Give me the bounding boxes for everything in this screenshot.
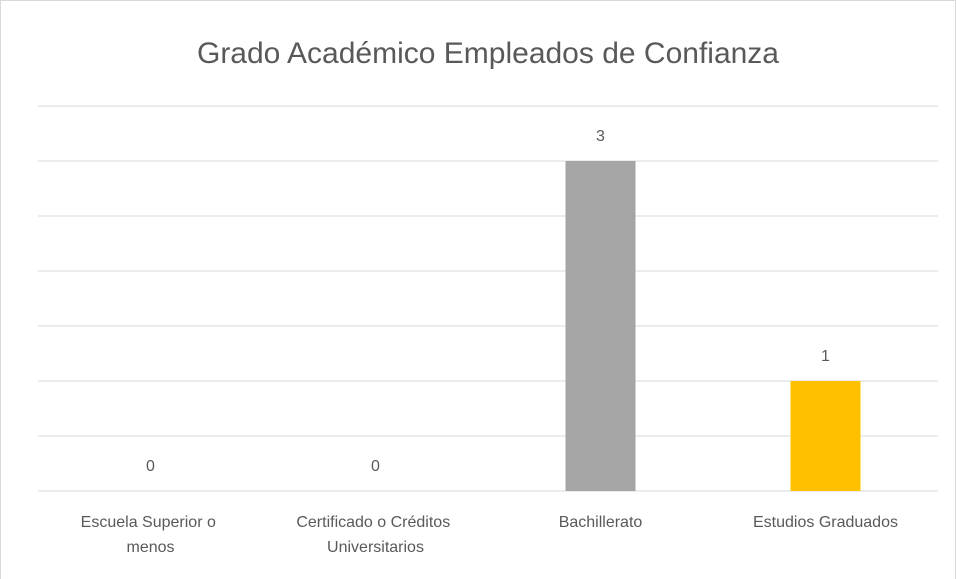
data-label: 3 <box>596 128 605 145</box>
data-label: 0 <box>146 458 155 475</box>
bar <box>790 381 861 491</box>
chart-title: Grado Académico Empleados de Confianza <box>197 37 779 70</box>
x-tick-label: Certificado o Créditos Universitarios <box>296 514 454 556</box>
bar <box>565 161 636 491</box>
data-label: 1 <box>821 348 830 365</box>
x-tick-label: Escuela Superior o menos <box>81 514 221 556</box>
data-label: 0 <box>371 458 380 475</box>
x-tick-label: Bachillerato <box>559 514 643 531</box>
x-tick-label: Estudios Graduados <box>753 514 898 531</box>
